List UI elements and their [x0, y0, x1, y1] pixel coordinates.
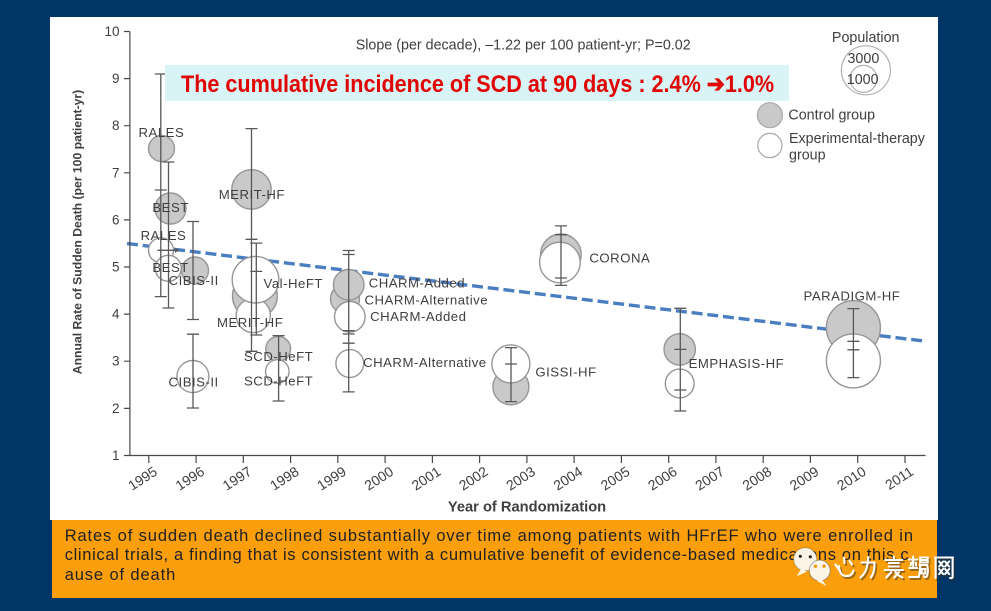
svg-text:BEST: BEST	[152, 200, 188, 215]
svg-text:Population: Population	[832, 30, 900, 46]
svg-text:CIBIS-II: CIBIS-II	[169, 273, 219, 288]
svg-text:Val-HeFT: Val-HeFT	[264, 276, 323, 291]
svg-text:2007: 2007	[692, 463, 727, 493]
svg-text:BEST: BEST	[152, 260, 188, 275]
svg-text:GISSI-HF: GISSI-HF	[535, 364, 596, 379]
svg-text:EMPHASIS-HF: EMPHASIS-HF	[689, 356, 785, 371]
svg-text:8: 8	[112, 118, 120, 133]
svg-text:2002: 2002	[456, 463, 491, 493]
svg-text:PARADIGM-HF: PARADIGM-HF	[804, 289, 901, 304]
svg-text:2006: 2006	[645, 463, 680, 493]
svg-text:Experimental-therapy: Experimental-therapy	[789, 131, 926, 147]
svg-text:CHARM-Alternative: CHARM-Alternative	[363, 355, 487, 370]
svg-text:2005: 2005	[598, 463, 633, 493]
svg-text:1996: 1996	[172, 463, 207, 493]
svg-text:2004: 2004	[550, 463, 585, 493]
svg-text:MERIT-HF: MERIT-HF	[217, 315, 283, 330]
svg-text:RALES: RALES	[139, 125, 185, 140]
svg-text:2003: 2003	[503, 463, 538, 493]
svg-text:3000: 3000	[847, 51, 879, 67]
svg-text:Control group: Control group	[788, 108, 875, 124]
svg-text:7: 7	[112, 165, 120, 180]
svg-text:5: 5	[112, 260, 120, 275]
svg-text:CHARM-Added: CHARM-Added	[370, 309, 466, 324]
svg-text:1999: 1999	[314, 463, 349, 493]
svg-text:CHARM-Added: CHARM-Added	[369, 276, 465, 291]
svg-text:1: 1	[112, 448, 120, 463]
svg-text:9: 9	[112, 71, 120, 86]
svg-text:10: 10	[104, 24, 119, 39]
svg-text:1997: 1997	[220, 463, 255, 493]
svg-text:2: 2	[112, 401, 120, 416]
svg-text:1995: 1995	[125, 463, 160, 493]
svg-text:CHARM-Alternative: CHARM-Alternative	[365, 292, 489, 307]
svg-text:Year of Randomization: Year of Randomization	[448, 499, 606, 515]
svg-text:2010: 2010	[834, 463, 869, 493]
svg-text:4: 4	[112, 307, 120, 322]
svg-text:RALES: RALES	[141, 228, 187, 243]
svg-text:1998: 1998	[267, 463, 302, 493]
svg-text:CIBIS-II: CIBIS-II	[169, 375, 219, 390]
svg-text:MERIT-HF: MERIT-HF	[219, 187, 285, 202]
svg-text:1000: 1000	[847, 72, 879, 88]
svg-text:2000: 2000	[361, 463, 396, 493]
svg-text:SCD-HeFT: SCD-HeFT	[244, 374, 313, 389]
svg-text:2009: 2009	[787, 463, 822, 493]
svg-text:SCD-HeFT: SCD-HeFT	[244, 349, 313, 364]
svg-text:3: 3	[112, 354, 120, 369]
svg-text:Annual Rate of Sudden Death (p: Annual Rate of Sudden Death (per 100 pat…	[71, 90, 85, 374]
svg-text:2008: 2008	[739, 463, 774, 493]
svg-text:2001: 2001	[409, 463, 444, 493]
svg-text:Slope (per decade), –1.22 per: Slope (per decade), –1.22 per 100 patien…	[356, 37, 691, 53]
svg-text:CORONA: CORONA	[589, 251, 650, 266]
svg-text:6: 6	[112, 212, 120, 227]
svg-text:group: group	[789, 148, 826, 164]
svg-text:2011: 2011	[882, 463, 916, 493]
